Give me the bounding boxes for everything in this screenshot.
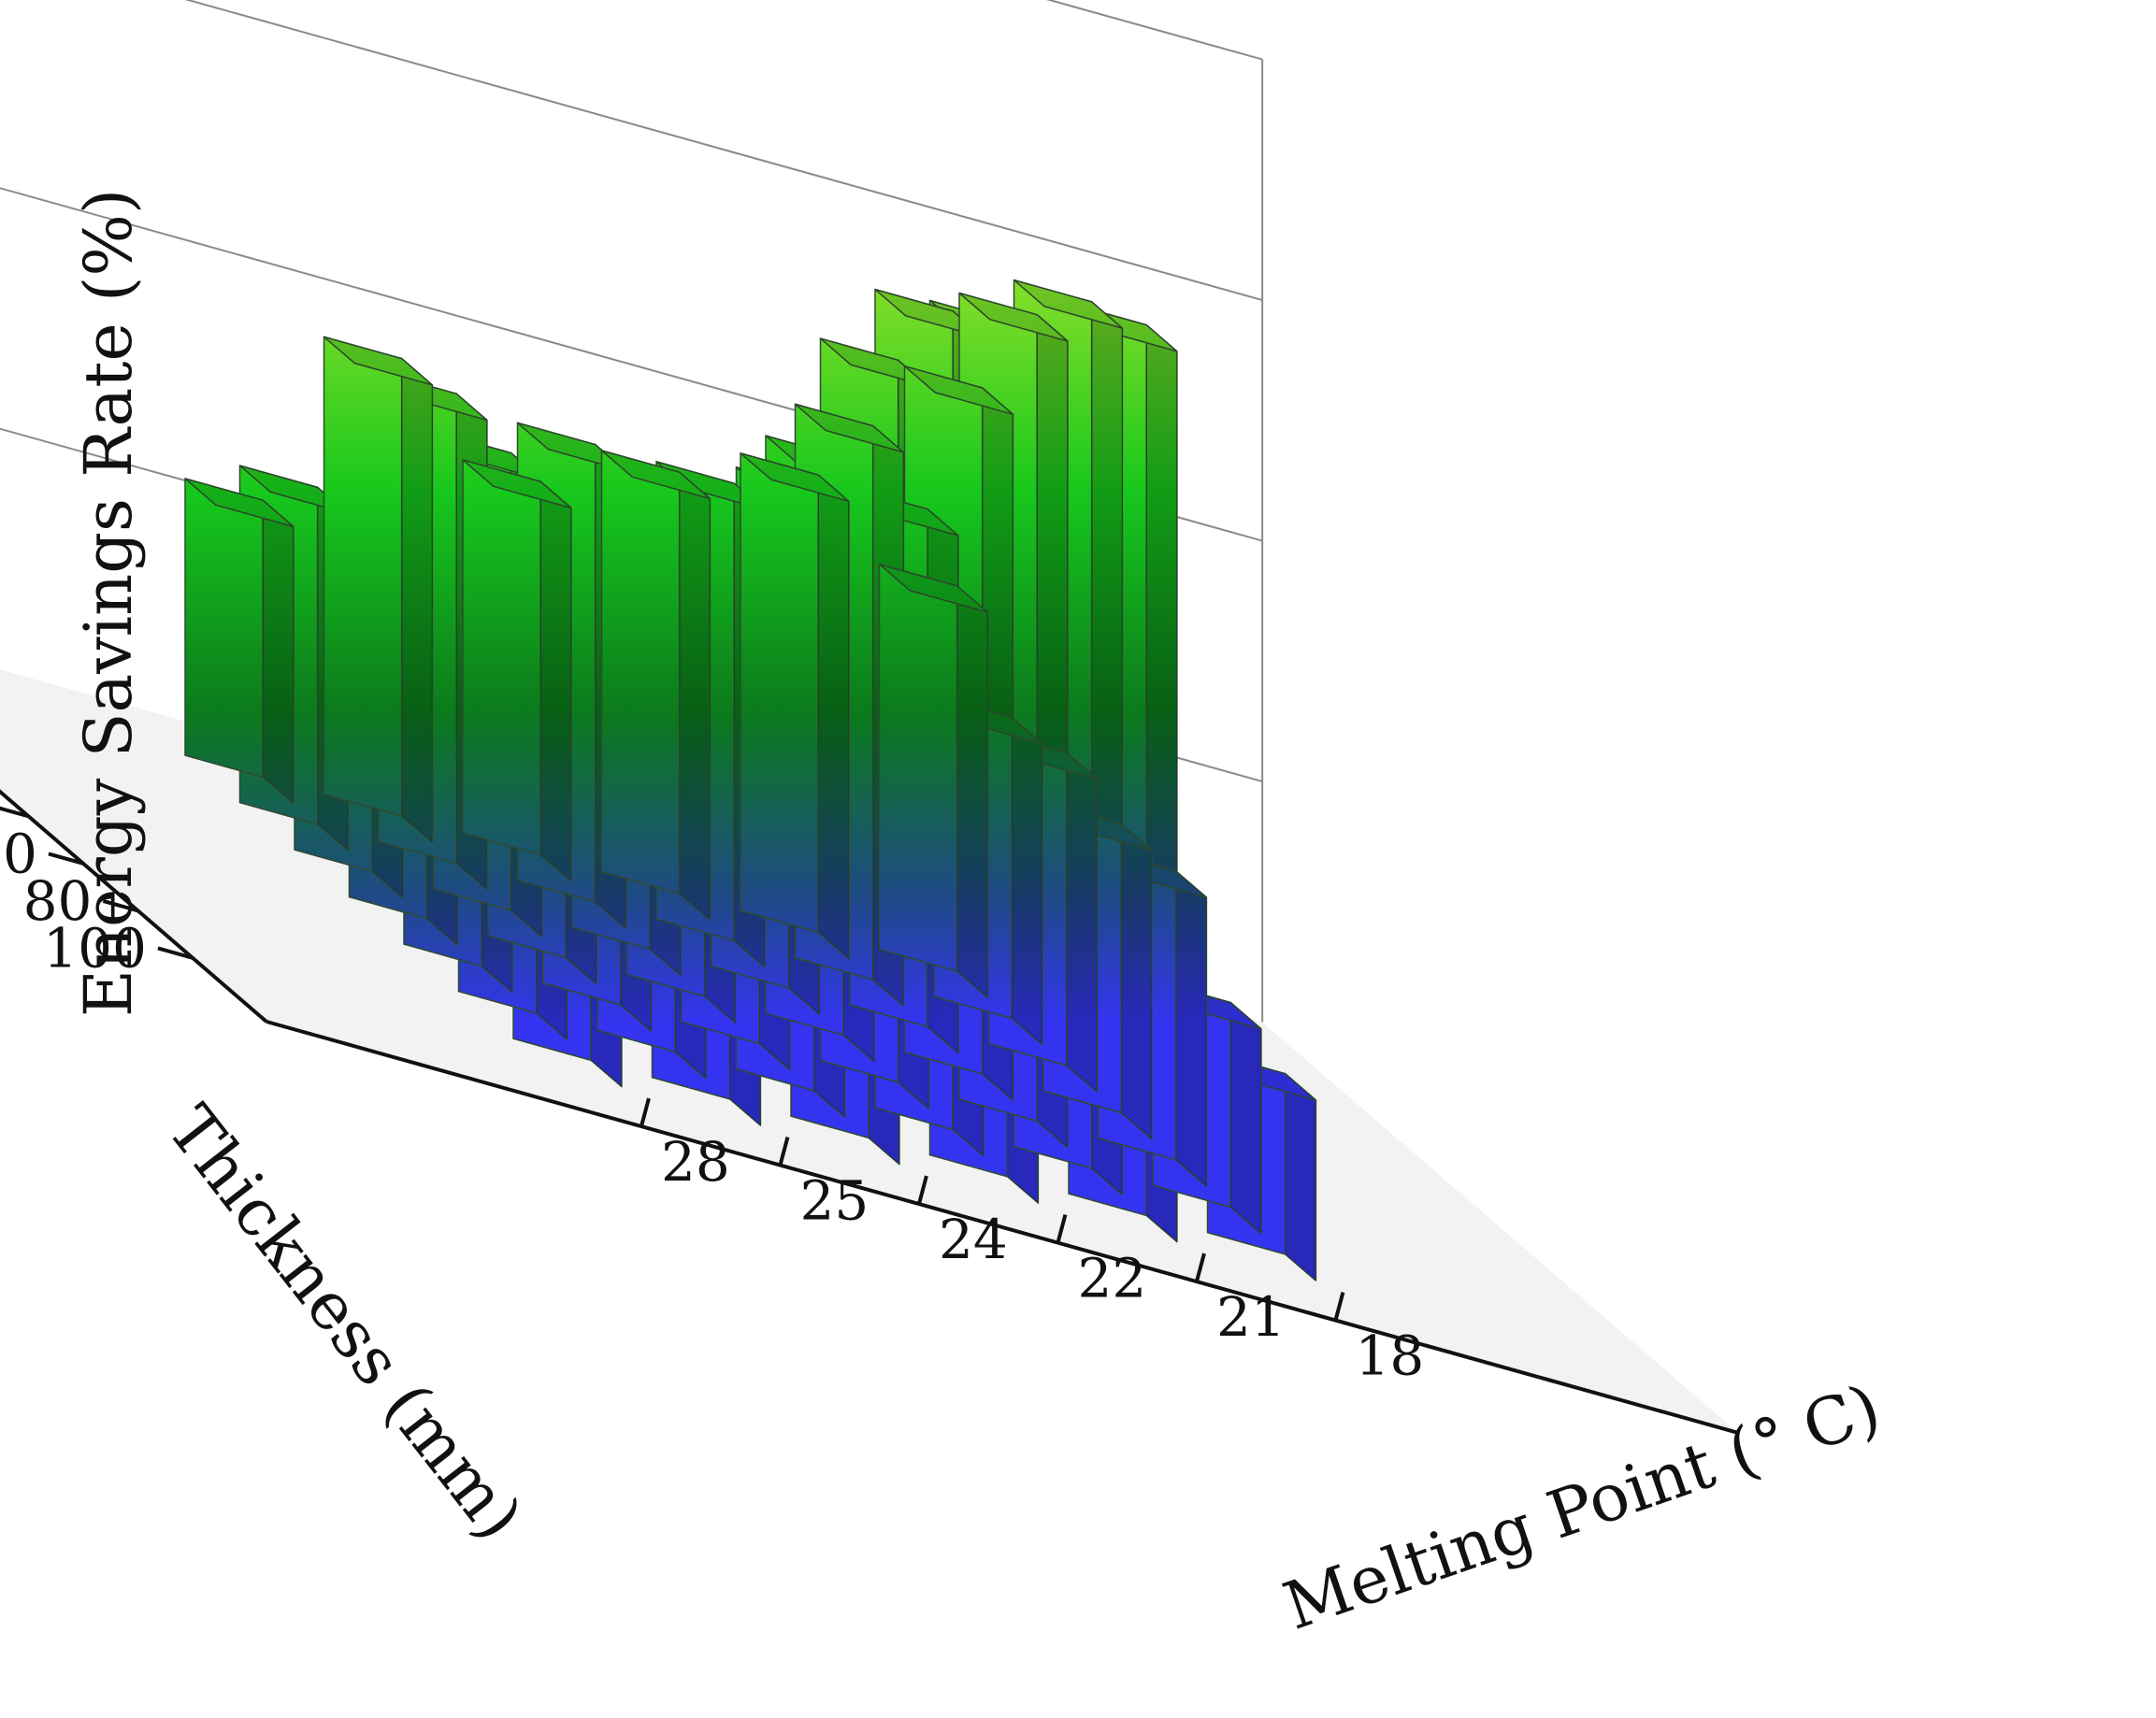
bar-top-shade	[656, 461, 765, 510]
bar-side-shade	[956, 585, 988, 998]
bar-side-shade	[1175, 870, 1207, 1187]
mp-tick-24	[917, 1175, 928, 1205]
mp-tick-label-24: 24	[939, 1208, 1008, 1271]
axes: 01020304051020305080100282524222118	[0, 789, 1739, 1435]
bar-side-shade	[1121, 823, 1152, 1139]
bar-top-face	[1013, 279, 1124, 329]
mp-tick-21	[1195, 1253, 1206, 1282]
mp-tick-28	[640, 1097, 651, 1127]
bar-top-face	[878, 563, 989, 613]
thickness-tick-label-50: 50	[0, 822, 37, 885]
bar-top-shade	[601, 451, 711, 499]
bar-top-face	[600, 450, 711, 500]
mp-tick-label-22: 22	[1078, 1247, 1147, 1310]
melting-point-axis	[266, 1020, 1739, 1435]
bar-18C-5mm	[878, 563, 989, 998]
bar-side-shade	[1230, 1002, 1261, 1234]
bar-24C-5mm	[462, 459, 572, 882]
bar-top-face	[794, 403, 905, 453]
bar-21C-5mm	[740, 452, 850, 960]
bar-top-shade	[185, 479, 294, 527]
bar-top-face	[903, 365, 1014, 416]
bar-top-face	[184, 478, 295, 528]
melting-point-axis-title: Melting Point (° C)	[1274, 1369, 1890, 1645]
mp-tick-label-21: 21	[1216, 1285, 1286, 1349]
bar-side-shade	[1285, 1073, 1316, 1281]
bar-top-shade	[463, 460, 571, 508]
mp-tick-22	[1056, 1214, 1068, 1244]
bar-top-face	[462, 459, 572, 509]
bar-side-shade	[401, 358, 433, 843]
bar-side-shade	[1012, 717, 1042, 1045]
thickness-tick-label-80: 80	[23, 869, 93, 933]
gridline-30	[184, 0, 1263, 302]
bar-top-shade	[740, 452, 849, 502]
thickness-axis-title: Thickness (mm)	[152, 1092, 538, 1554]
thickness-tick-80	[102, 899, 139, 913]
bar-top-shade	[517, 422, 626, 471]
bar-side-shade	[1066, 752, 1098, 1093]
mp-tick-18	[1333, 1292, 1345, 1322]
bar-top-face	[740, 452, 850, 503]
bar-top-face	[958, 292, 1069, 342]
bar-top-shade	[1013, 279, 1123, 329]
bar-top-shade	[239, 465, 349, 514]
thickness-tick-label-100: 100	[43, 916, 147, 980]
bar-top-shade	[904, 365, 1013, 415]
mp-tick-label-25: 25	[800, 1169, 870, 1233]
bar-22C-5mm	[600, 450, 711, 921]
bar-top-shade	[875, 289, 984, 338]
mp-tick-label-18: 18	[1356, 1324, 1425, 1388]
thickness-tick-100	[157, 946, 194, 960]
bar-top-shade	[820, 338, 929, 387]
z-axis-title: Energy Savings Rate (%)	[70, 189, 147, 1017]
gridline-40	[1046, 0, 1263, 61]
bar-top-face	[323, 336, 434, 386]
bar-top-shade	[959, 293, 1068, 341]
mp-tick-label-28: 28	[661, 1130, 730, 1194]
bar-top-shade	[879, 564, 988, 613]
bar-side-shade	[540, 481, 571, 881]
thickness-axis	[0, 789, 268, 1024]
bars	[184, 279, 1317, 1281]
bar-side-shade	[679, 472, 711, 921]
bar-top-shade	[795, 404, 904, 452]
bar-28C-5mm	[184, 478, 295, 805]
thickness-tick-50	[48, 852, 84, 866]
bar-side-shade	[818, 475, 849, 959]
mp-tick-25	[778, 1137, 790, 1167]
bar-side-shade	[263, 500, 294, 804]
bar-25C-5mm	[323, 336, 434, 843]
thickness-tick-30	[0, 806, 30, 819]
bar-top-shade	[323, 336, 433, 385]
